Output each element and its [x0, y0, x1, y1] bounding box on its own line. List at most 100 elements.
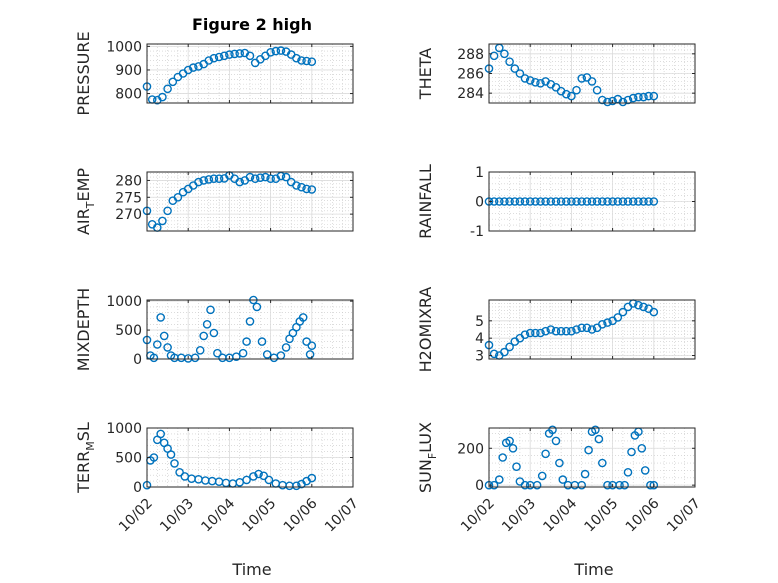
data-point	[591, 425, 600, 435]
data-point	[158, 216, 167, 226]
y-tick-label: 500	[115, 451, 142, 467]
data-point	[577, 480, 587, 490]
data-point	[281, 343, 291, 352]
data-point	[531, 328, 540, 338]
data-point	[292, 181, 301, 190]
data-point	[508, 443, 518, 453]
data-point	[541, 197, 550, 206]
y-axis-label-main: SUN	[416, 459, 435, 493]
data-point	[515, 69, 525, 78]
data-point	[214, 52, 224, 62]
axes-box	[146, 171, 354, 232]
y-tick-label: -1	[470, 224, 484, 240]
y-axis-label: RAINFALL	[416, 164, 435, 239]
data-point	[598, 95, 607, 105]
y-axis-label-subscript: T	[84, 201, 97, 209]
data-point	[639, 92, 648, 102]
data-point	[551, 326, 561, 336]
data-point	[649, 307, 659, 317]
data-point	[238, 348, 248, 358]
data-point	[494, 475, 504, 484]
data-point	[584, 445, 593, 455]
data-point	[546, 197, 556, 206]
y-tick-label: 4	[475, 331, 484, 347]
data-point	[199, 331, 208, 341]
data-point	[297, 182, 306, 192]
data-point	[587, 77, 597, 86]
data-point	[620, 480, 629, 490]
data-point	[598, 319, 607, 329]
data-point	[264, 475, 274, 485]
data-point	[183, 65, 193, 75]
data-point	[505, 342, 514, 352]
data-point	[242, 337, 251, 346]
y-axis-label-main: TERR	[74, 451, 93, 494]
data-point	[556, 197, 566, 206]
data-point	[531, 78, 540, 87]
axes-box	[146, 299, 354, 360]
data-point	[307, 341, 317, 351]
data-point	[640, 466, 650, 475]
data-point	[168, 77, 178, 87]
data-point	[582, 197, 592, 206]
data-point	[572, 197, 581, 206]
data-point	[209, 328, 219, 338]
y-tick-label: 275	[115, 190, 142, 206]
data-point	[587, 197, 597, 206]
data-point	[649, 480, 659, 490]
data-point	[580, 469, 590, 479]
data-point	[634, 197, 643, 206]
data-point	[257, 337, 267, 346]
y-tick-label: 5	[475, 314, 484, 330]
data-point	[556, 326, 566, 336]
data-point	[199, 176, 208, 185]
y-axis-label: H2OMIXRA	[416, 287, 435, 373]
data-point	[173, 192, 183, 202]
data-point	[592, 85, 602, 95]
y-tick-label: 286	[457, 67, 484, 83]
data-point	[231, 352, 241, 362]
y-tick-label: 500	[115, 323, 142, 339]
data-point	[500, 197, 509, 206]
data-point	[505, 436, 514, 446]
data-point	[245, 317, 255, 326]
data-point	[623, 467, 633, 477]
data-point	[644, 197, 653, 206]
y-tick-label: 800	[115, 87, 142, 103]
data-point	[637, 443, 647, 453]
data-point	[582, 323, 592, 333]
data-point	[613, 197, 623, 206]
data-point	[615, 480, 624, 490]
data-point	[505, 57, 514, 67]
data-point	[562, 89, 571, 99]
data-point	[276, 46, 286, 55]
y-tick-label: 284	[457, 86, 484, 102]
y-tick-label: 3	[475, 349, 484, 365]
data-point	[204, 56, 214, 65]
data-point	[209, 174, 219, 183]
y-tick-label: 288	[457, 47, 484, 63]
data-point	[592, 197, 602, 206]
data-point	[158, 92, 167, 102]
data-point	[510, 197, 520, 206]
data-point	[577, 197, 587, 206]
data-point	[292, 53, 301, 63]
data-point	[541, 326, 550, 336]
axes-box	[488, 427, 696, 488]
data-point	[225, 50, 234, 59]
data-point	[623, 197, 633, 206]
y-axis-label-subscript: M	[84, 441, 97, 451]
data-point	[567, 326, 576, 336]
data-point	[500, 347, 509, 357]
data-point	[170, 459, 179, 468]
data-point	[531, 197, 540, 206]
data-point	[307, 57, 317, 67]
data-point	[166, 450, 176, 459]
data-point	[618, 197, 628, 206]
data-point	[537, 471, 547, 481]
plot-area	[489, 300, 695, 359]
y-axis-label-rest: SL	[74, 422, 93, 441]
y-tick-label: 280	[115, 173, 142, 189]
